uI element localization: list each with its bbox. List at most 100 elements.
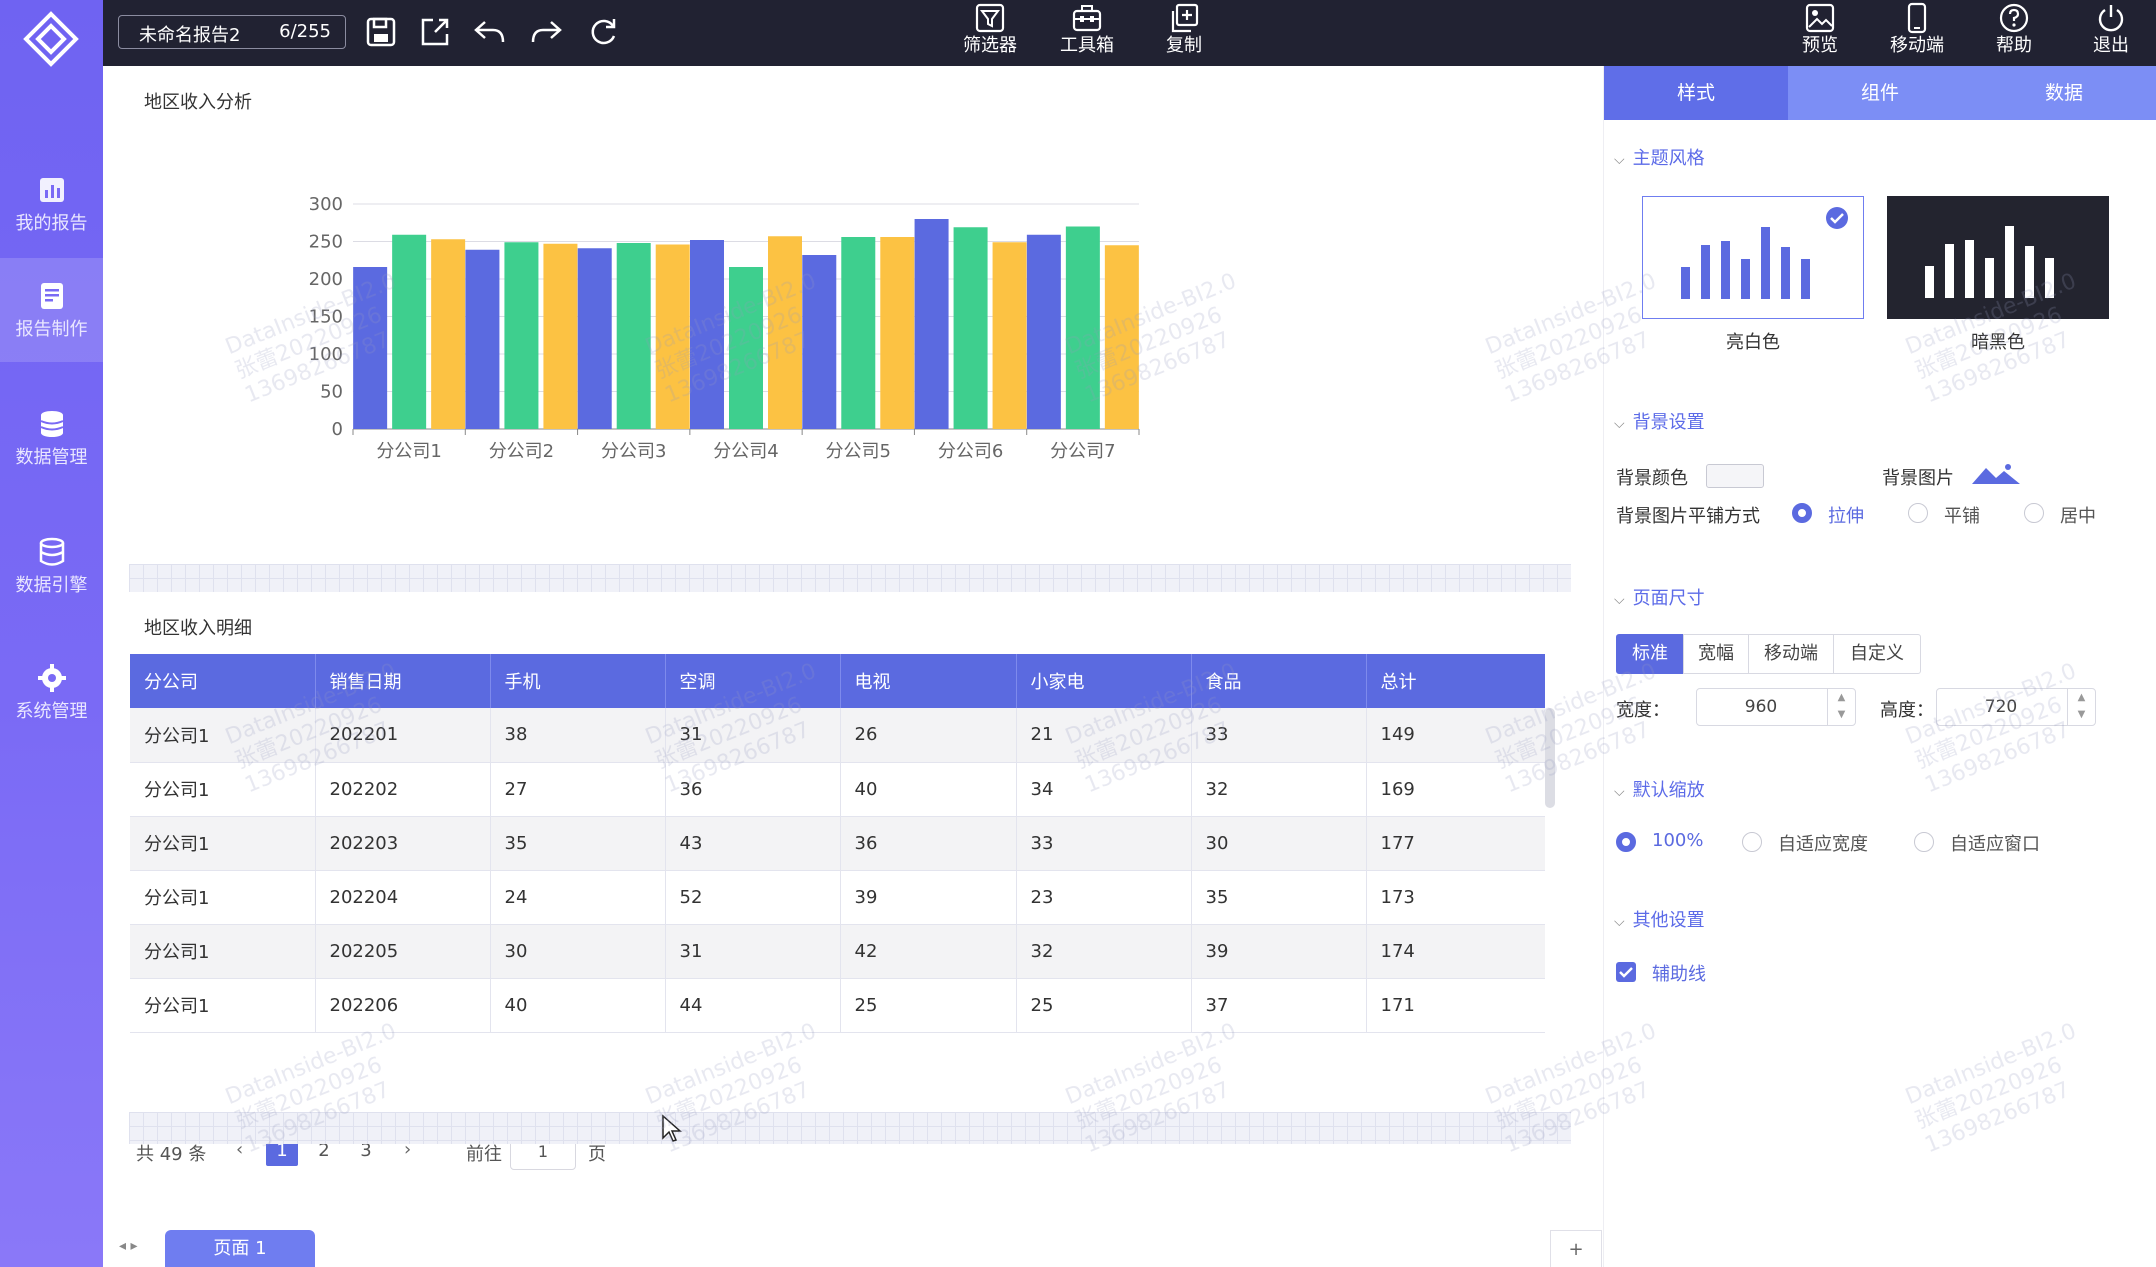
chart-bar[interactable]: [431, 239, 466, 429]
radio-zoom-fit-window[interactable]: [1914, 832, 1934, 852]
filter-button[interactable]: 筛选器: [950, 0, 1030, 66]
section-other[interactable]: ⌵ 其他设置: [1614, 906, 1705, 932]
bg-image-label: 背景图片: [1882, 468, 1954, 489]
chart-bar[interactable]: [690, 240, 724, 429]
table-row[interactable]: 分公司1 202201 38 31 26 21 33 149: [130, 708, 1545, 763]
sidebar-item-data-management[interactable]: 数据管理: [0, 386, 103, 490]
tab-scroll-arrows-icon[interactable]: ◂ ▸: [119, 1238, 138, 1254]
table-header-cell[interactable]: 分公司: [130, 654, 316, 708]
chart-bar[interactable]: [729, 267, 763, 429]
prev-page-icon[interactable]: ‹: [236, 1139, 244, 1160]
table-header-cell[interactable]: 总计: [1366, 654, 1545, 708]
preview-button[interactable]: 预览: [1780, 0, 1860, 66]
chart-bar[interactable]: [465, 249, 500, 429]
chart-bar[interactable]: [914, 219, 949, 429]
table-cell: 32: [1016, 924, 1192, 979]
page-2-button[interactable]: 2: [318, 1140, 330, 1161]
redo-icon[interactable]: [529, 14, 565, 50]
chart-bar[interactable]: [504, 242, 539, 429]
chart-bar[interactable]: [953, 227, 988, 429]
chart-bar[interactable]: [768, 236, 802, 429]
help-button-label: 帮助: [1996, 35, 2032, 56]
table-header-cell[interactable]: 销售日期: [315, 654, 491, 708]
radio-zoom-100[interactable]: [1616, 832, 1636, 852]
next-page-icon[interactable]: ›: [404, 1139, 412, 1160]
table-row[interactable]: 分公司1 202203 35 43 36 33 30 177: [130, 816, 1545, 871]
undo-icon[interactable]: [471, 14, 507, 50]
width-stepper-icon[interactable]: ▲ ▼: [1827, 689, 1855, 725]
chart-bar[interactable]: [992, 242, 1027, 429]
height-stepper-icon[interactable]: ▲ ▼: [2067, 689, 2095, 725]
table-header-cell[interactable]: 空调: [665, 654, 841, 708]
sidebar-item-report-making[interactable]: 报告制作: [0, 258, 103, 362]
add-page-button[interactable]: +: [1550, 1230, 1602, 1267]
section-theme[interactable]: ⌵ 主题风格: [1614, 144, 1705, 170]
theme-dark-card[interactable]: [1887, 196, 2109, 319]
table-header-cell[interactable]: 小家电: [1016, 654, 1192, 708]
chart-bar[interactable]: [577, 248, 612, 429]
size-tab-custom[interactable]: 自定义: [1833, 634, 1921, 674]
table-row[interactable]: 分公司1 202204 24 52 39 23 35 173: [130, 870, 1545, 925]
tab-components[interactable]: 组件: [1860, 82, 1899, 104]
section-zoom[interactable]: ⌵ 默认缩放: [1614, 776, 1705, 802]
section-background[interactable]: ⌵ 背景设置: [1614, 408, 1705, 434]
y-tick-label: 0: [332, 419, 343, 440]
theme-light-card[interactable]: [1642, 196, 1864, 319]
chart-bar[interactable]: [1104, 245, 1139, 429]
table-row[interactable]: 分公司1 202205 30 31 42 32 39 174: [130, 924, 1545, 979]
radio-zoom-fit-width[interactable]: [1742, 832, 1762, 852]
detail-table[interactable]: 分公司 销售日期 手机 空调 电视 小家电 食品 总计 分公司1 202201 38 31 26 21 3…: [130, 654, 1545, 1120]
radio-center[interactable]: [2024, 503, 2044, 523]
export-icon[interactable]: [417, 14, 453, 50]
table-header-cell[interactable]: 食品: [1191, 654, 1367, 708]
table-scrollbar[interactable]: [1545, 708, 1555, 808]
copy-button[interactable]: 复制: [1144, 0, 1224, 66]
sidebar-item-system-management[interactable]: 系统管理: [0, 640, 103, 744]
table-header-cell[interactable]: 手机: [490, 654, 666, 708]
help-button[interactable]: 帮助: [1974, 0, 2054, 66]
table-row[interactable]: 分公司1 202202 27 36 40 34 32 169: [130, 762, 1545, 817]
tab-data[interactable]: 数据: [2044, 82, 2083, 104]
chart-bar[interactable]: [655, 244, 690, 430]
refresh-icon[interactable]: [585, 14, 621, 50]
table-cell: 169: [1366, 762, 1545, 817]
chart-bar[interactable]: [392, 234, 427, 429]
table-header-cell[interactable]: 电视: [840, 654, 1017, 708]
page-tab-1[interactable]: 页面 1: [165, 1230, 315, 1267]
mobile-button[interactable]: 移动端: [1877, 0, 1957, 66]
image-upload-icon[interactable]: [1970, 462, 2022, 486]
height-input[interactable]: 720 ▲ ▼: [1936, 688, 2096, 726]
save-icon[interactable]: [363, 14, 399, 50]
chart-bar[interactable]: [1026, 234, 1061, 429]
chart-bar[interactable]: [841, 237, 876, 429]
toolbox-button[interactable]: 工具箱: [1047, 0, 1127, 66]
bg-color-picker[interactable]: [1706, 464, 1764, 488]
table-title[interactable]: 地区收入明细: [144, 618, 252, 639]
radio-stretch[interactable]: [1792, 503, 1812, 523]
table-row[interactable]: 分公司1 202206 40 44 25 25 37 171: [130, 978, 1545, 1033]
chart-bar[interactable]: [880, 237, 915, 429]
table-cell: 分公司1: [130, 870, 316, 925]
sidebar-item-data-engine[interactable]: 数据引擎: [0, 514, 103, 618]
sidebar-item-my-reports[interactable]: 我的报告: [0, 152, 103, 256]
table-cell: 33: [1191, 708, 1367, 763]
guide-line-checkbox[interactable]: [1616, 962, 1636, 982]
chart-bar[interactable]: [543, 243, 578, 429]
report-name-box[interactable]: 未命名报告2 6/255: [118, 15, 346, 49]
size-tab-wide[interactable]: 宽幅: [1683, 634, 1749, 674]
chart-bar[interactable]: [353, 267, 388, 429]
section-page-size[interactable]: ⌵ 页面尺寸: [1614, 584, 1705, 610]
exit-button[interactable]: 退出: [2071, 0, 2151, 66]
size-tab-mobile[interactable]: 移动端: [1748, 634, 1834, 674]
bar-chart[interactable]: 0 50 100 150 200 250 300 分公司1 分公司2 分公司3 分公司4 分公司5 分公…: [133, 166, 1553, 586]
tab-style[interactable]: 样式: [1604, 66, 1788, 120]
chart-bar[interactable]: [1065, 226, 1100, 430]
page-3-button[interactable]: 3: [360, 1140, 372, 1161]
size-tab-standard[interactable]: 标准: [1616, 634, 1684, 674]
width-input[interactable]: 960 ▲ ▼: [1696, 688, 1856, 726]
chart-bar[interactable]: [616, 243, 651, 429]
sidebar-item-label: 系统管理: [15, 701, 88, 722]
radio-tile[interactable]: [1908, 503, 1928, 523]
chart-bar[interactable]: [802, 255, 837, 429]
chart-title[interactable]: 地区收入分析: [144, 92, 252, 113]
